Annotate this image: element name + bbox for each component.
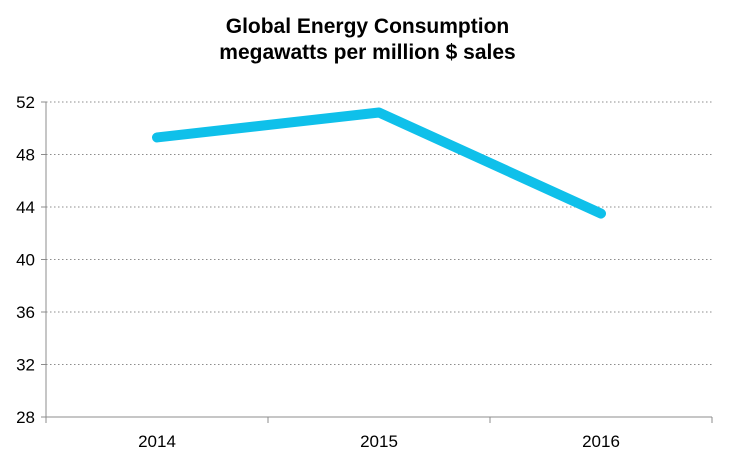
y-tick-label: 28 — [16, 408, 35, 427]
y-tick-label: 32 — [16, 356, 35, 375]
y-tick-label: 40 — [16, 251, 35, 270]
x-tick-label: 2016 — [582, 432, 620, 451]
chart-subtitle: megawatts per million $ sales — [219, 41, 516, 64]
y-tick-label: 44 — [16, 198, 35, 217]
x-tick-label: 2014 — [138, 432, 176, 451]
x-tick-label: 2015 — [360, 432, 398, 451]
y-tick-label: 52 — [16, 93, 35, 112]
series-line — [152, 107, 606, 219]
y-tick-label: 48 — [16, 146, 35, 165]
chart-title-block: Global Energy Consumption megawatts per … — [0, 14, 735, 66]
chart-title: Global Energy Consumption — [225, 15, 510, 38]
y-tick-label: 36 — [16, 303, 35, 322]
